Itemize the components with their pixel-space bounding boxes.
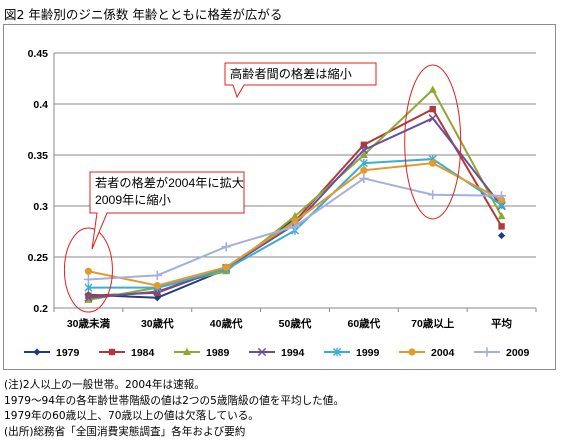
y-tick-label: 0.2 bbox=[33, 303, 48, 315]
legend-label-2004: 2004 bbox=[431, 347, 455, 359]
x-tick-label: 50歳代 bbox=[279, 317, 312, 330]
data-point-1989 bbox=[84, 295, 93, 303]
data-point-1984 bbox=[360, 141, 368, 148]
y-tick-label: 0.25 bbox=[28, 252, 49, 264]
footnote-4: (出所)総務省「全国消費実態調査」各年および要約 bbox=[4, 425, 246, 438]
marker-stroke bbox=[257, 347, 267, 357]
marker-stroke bbox=[359, 145, 368, 155]
data-point-2004 bbox=[429, 159, 437, 167]
footnote-1: (注)2人以上の一般世帯。2004年は速報。 bbox=[4, 379, 205, 391]
x-tick-label: 30歳代 bbox=[141, 317, 174, 330]
legend-label-2009: 2009 bbox=[506, 347, 530, 359]
data-point-1984 bbox=[498, 223, 505, 230]
data-point-2009 bbox=[83, 274, 94, 285]
legend-marker-1989 bbox=[183, 347, 191, 355]
callout-text-young-line1: 若者の格差が2004年に拡大 bbox=[95, 175, 244, 190]
legend-label-1979: 1979 bbox=[56, 347, 80, 359]
y-tick-label: 0.3 bbox=[33, 201, 48, 213]
marker-stroke bbox=[428, 114, 437, 123]
data-point-2004 bbox=[291, 217, 299, 225]
footnote-2: 1979〜94年の各年齢世帯階級の値は2つの5歳階級の値を平均した値。 bbox=[4, 394, 344, 407]
x-tick-label: 40歳代 bbox=[210, 317, 243, 330]
legend-marker-1994 bbox=[257, 347, 267, 357]
legend-marker-1984 bbox=[108, 348, 116, 356]
highlight-ellipse-elderly bbox=[404, 64, 462, 220]
data-point-2004 bbox=[84, 267, 93, 275]
legend-label-1999: 1999 bbox=[356, 347, 380, 359]
callout-text-elderly: 高齢者間の格差は縮小 bbox=[230, 66, 352, 81]
footnotes: (注)2人以上の一般世帯。2004年は速報。 1979〜94年の各年齢世帯階級の… bbox=[4, 378, 344, 440]
data-point-1984 bbox=[429, 105, 436, 113]
legend-marker-2009 bbox=[482, 347, 492, 357]
data-point-1989 bbox=[359, 150, 368, 158]
legend-marker-1999 bbox=[332, 347, 342, 357]
data-point-2009 bbox=[428, 190, 438, 200]
legend-label-1994: 1994 bbox=[281, 347, 305, 359]
gini-line-chart: 0.2 0.25 0.3 0.35 0.4 0.45 30歳未満 30歳代 40歳代 50歳代 60… bbox=[24, 48, 537, 359]
legend-marker-2004 bbox=[408, 348, 416, 356]
chart-title: 図2 年齢別のジニ係数 年齢とともに格差が広がる bbox=[4, 7, 283, 22]
x-tick-label: 70歳以上 bbox=[411, 317, 455, 330]
callout-box-elderly bbox=[224, 62, 377, 99]
chart-frame bbox=[3, 24, 556, 370]
data-point-1999 bbox=[84, 283, 93, 292]
legend-label-1989: 1989 bbox=[206, 347, 230, 359]
data-point-1989 bbox=[291, 212, 299, 220]
data-point-1989 bbox=[497, 212, 506, 220]
data-point-1994 bbox=[428, 114, 437, 123]
x-tick-label: 30歳未満 bbox=[67, 317, 111, 330]
callout-box-young bbox=[89, 171, 245, 250]
data-point-1999 bbox=[359, 158, 368, 168]
data-point-2004 bbox=[153, 281, 161, 290]
data-point-1979 bbox=[153, 294, 161, 302]
data-point-1989 bbox=[428, 85, 437, 93]
data-point-2009 bbox=[290, 221, 300, 231]
data-point-2004 bbox=[222, 263, 230, 271]
y-tick-label: 0.45 bbox=[28, 48, 49, 60]
series-line-1979 bbox=[88, 217, 296, 299]
data-point-1994 bbox=[359, 145, 368, 155]
marker-stroke bbox=[84, 293, 93, 302]
y-tick-label: 0.4 bbox=[33, 99, 48, 111]
data-point-1979 bbox=[497, 231, 506, 240]
data-point-2009 bbox=[359, 173, 369, 184]
y-tick-label: 0.35 bbox=[28, 150, 49, 162]
data-point-2004 bbox=[360, 166, 368, 174]
data-point-1994 bbox=[84, 293, 93, 302]
x-tick-label: 60歳代 bbox=[348, 317, 381, 330]
legend-label-1984: 1984 bbox=[131, 347, 155, 359]
legend-marker-1979 bbox=[33, 348, 41, 356]
x-tick-label: 平均 bbox=[491, 317, 512, 330]
data-point-2009 bbox=[496, 191, 507, 201]
callout-text-young-line2: 2009年に縮小 bbox=[95, 192, 171, 207]
highlight-ellipse-young bbox=[63, 227, 113, 313]
data-point-2009 bbox=[152, 270, 162, 280]
footnote-3: 1979年の60歳以上、70歳以上の値は欠落している。 bbox=[4, 410, 259, 422]
data-point-2009 bbox=[221, 242, 231, 252]
